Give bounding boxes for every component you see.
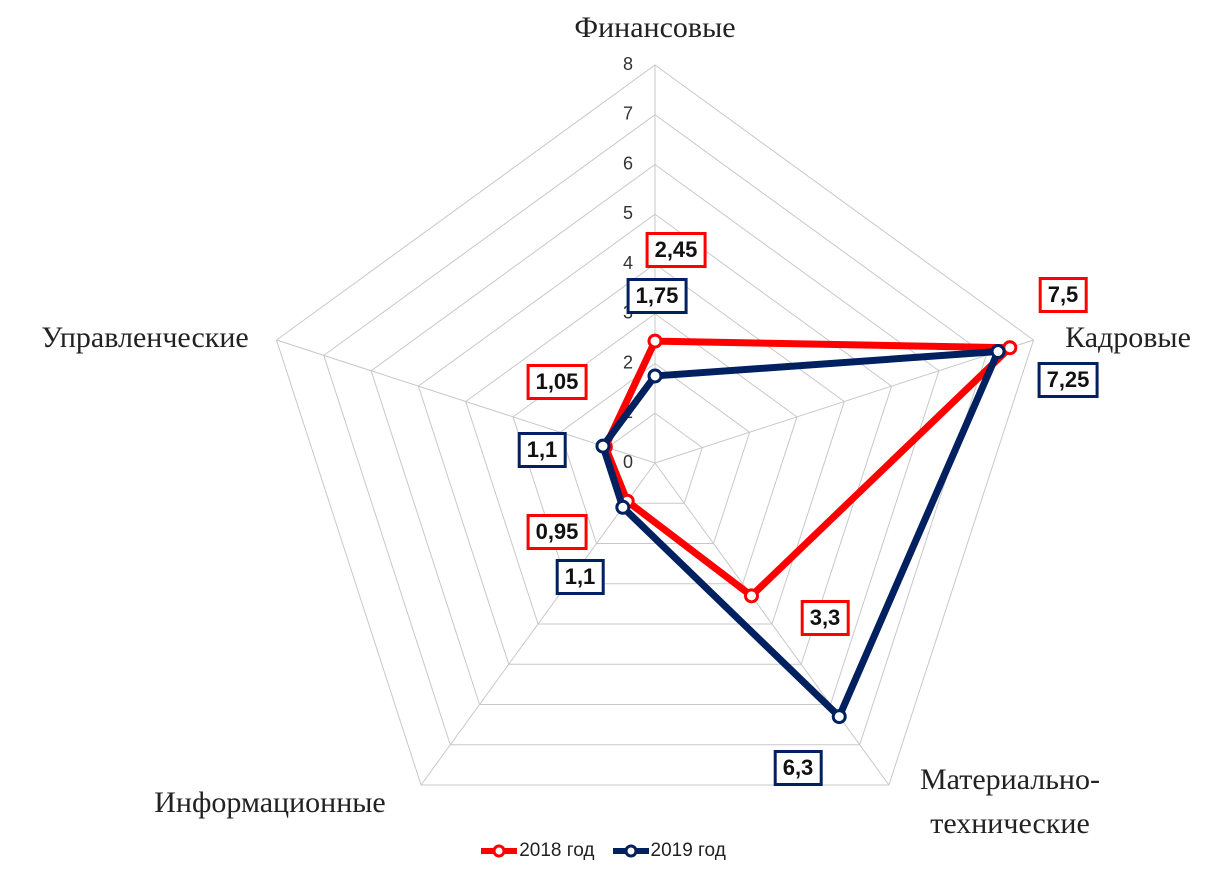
legend-marker (624, 844, 637, 858)
value-label: 6,3 (773, 750, 823, 786)
value-label: 2,45 (645, 232, 707, 268)
value-label: 1,1 (517, 432, 567, 468)
category-label: Информационные (154, 786, 386, 819)
spoke (420, 462, 656, 786)
category-label: Материально-технические (920, 763, 1100, 840)
marker (595, 438, 611, 454)
tick-label: 0 (623, 452, 633, 472)
grid-ring (559, 362, 751, 544)
legend: 2018 год 2019 год (0, 840, 1205, 862)
legend-text: 2018 год (519, 840, 595, 861)
legend-item: 2019 год (611, 840, 726, 861)
grid-ring (323, 114, 987, 746)
legend-swatch (612, 844, 649, 858)
tick-label: 2 (623, 352, 633, 372)
tick-label: 4 (623, 253, 633, 273)
tick-label: 5 (623, 203, 633, 223)
marker (615, 499, 631, 515)
series-line (599, 348, 1002, 721)
value-label: 7,5 (1038, 277, 1088, 313)
value-label: 1,05 (526, 364, 588, 400)
tick-label: 7 (623, 104, 633, 124)
legend-text: 2019 год (650, 840, 726, 861)
value-label: 1,75 (626, 278, 688, 314)
category-label: Кадровые (1065, 321, 1191, 354)
spoke (654, 462, 890, 786)
grid-ring (417, 213, 893, 665)
value-label: 7,25 (1037, 362, 1099, 398)
tick-label: 8 (623, 54, 633, 74)
spoke (276, 339, 656, 464)
category-label: Финансовые (574, 11, 736, 44)
legend-item: 2018 год (479, 840, 595, 861)
marker (1002, 340, 1018, 356)
marker (831, 709, 847, 725)
marker (990, 344, 1006, 360)
value-label: 3,3 (800, 600, 850, 636)
grid-ring (275, 64, 1035, 786)
tick-label: 6 (623, 153, 633, 173)
grid-ring (370, 163, 940, 705)
marker (743, 588, 759, 604)
grid-ring (607, 412, 703, 504)
legend-marker (492, 844, 506, 858)
value-label: 1,1 (555, 559, 605, 595)
marker (647, 368, 663, 384)
value-label: 0,95 (526, 514, 588, 550)
category-label: Управленческие (41, 321, 249, 354)
grid-ring (465, 263, 845, 625)
marker (647, 333, 663, 349)
spoke (654, 339, 1034, 464)
legend-swatch (481, 844, 518, 858)
